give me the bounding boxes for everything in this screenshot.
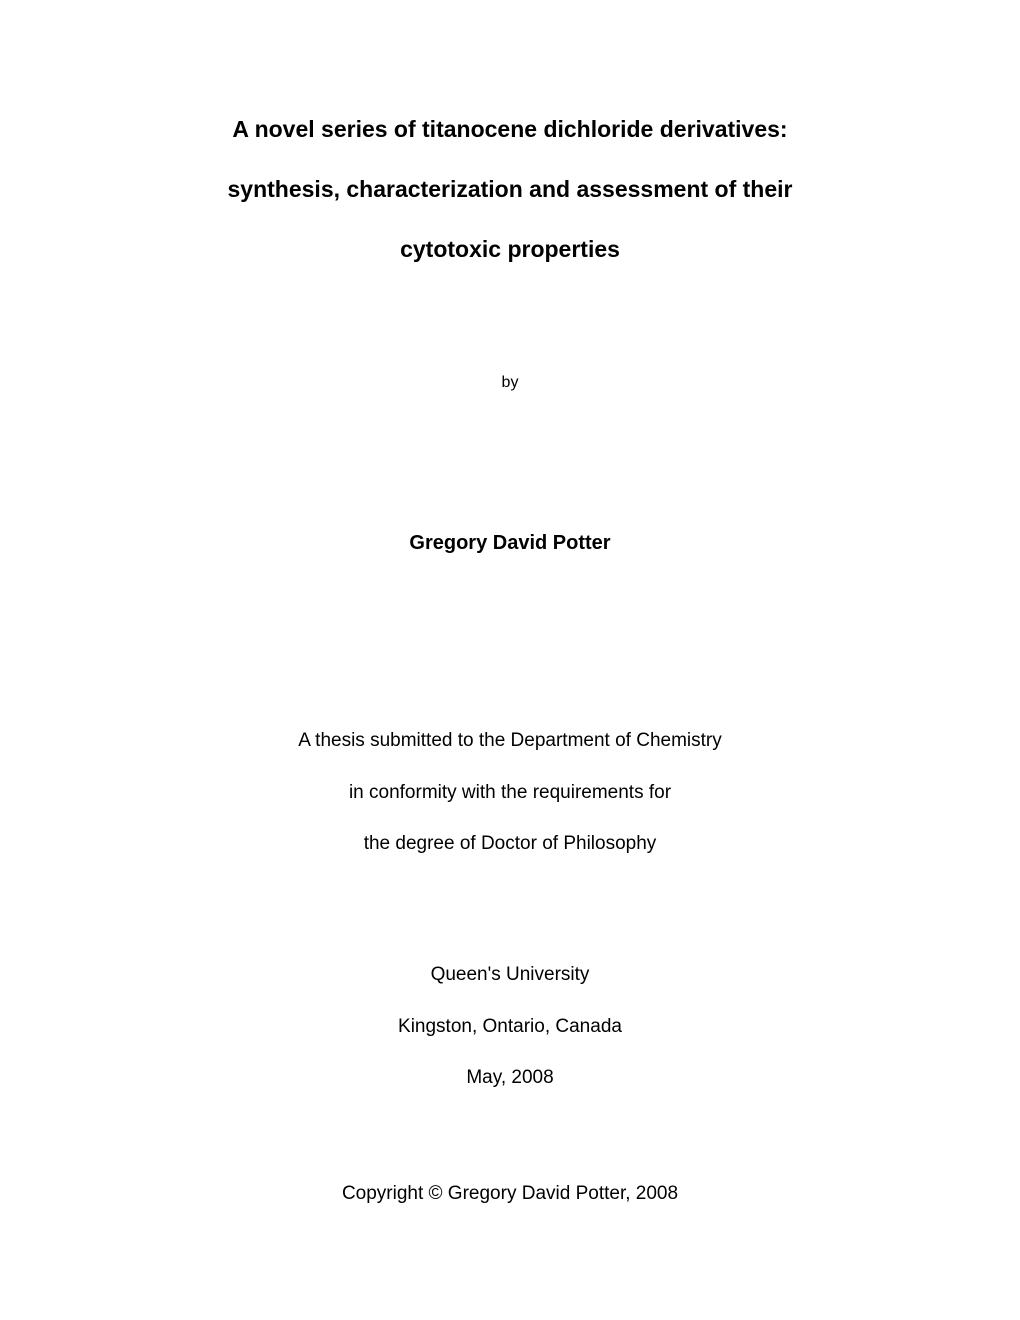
institution-block: Queen's University Kingston, Ontario, Ca… bbox=[140, 949, 880, 1103]
copyright-notice: Copyright © Gregory David Potter, 2008 bbox=[140, 1183, 880, 1205]
statement-line-1: A thesis submitted to the Department of … bbox=[140, 715, 880, 766]
author-name: Gregory David Potter bbox=[140, 532, 880, 555]
location: Kingston, Ontario, Canada bbox=[140, 1001, 880, 1052]
date: May, 2008 bbox=[140, 1052, 880, 1103]
title-line-2: synthesis, characterization and assessme… bbox=[140, 160, 880, 220]
thesis-statement-block: A thesis submitted to the Department of … bbox=[140, 715, 880, 869]
statement-line-3: the degree of Doctor of Philosophy bbox=[140, 818, 880, 869]
thesis-title-block: A novel series of titanocene dichloride … bbox=[140, 100, 880, 279]
title-line-1: A novel series of titanocene dichloride … bbox=[140, 100, 880, 160]
title-line-3: cytotoxic properties bbox=[140, 220, 880, 280]
statement-line-2: in conformity with the requirements for bbox=[140, 767, 880, 818]
by-label: by bbox=[140, 374, 880, 392]
university-name: Queen's University bbox=[140, 949, 880, 1000]
